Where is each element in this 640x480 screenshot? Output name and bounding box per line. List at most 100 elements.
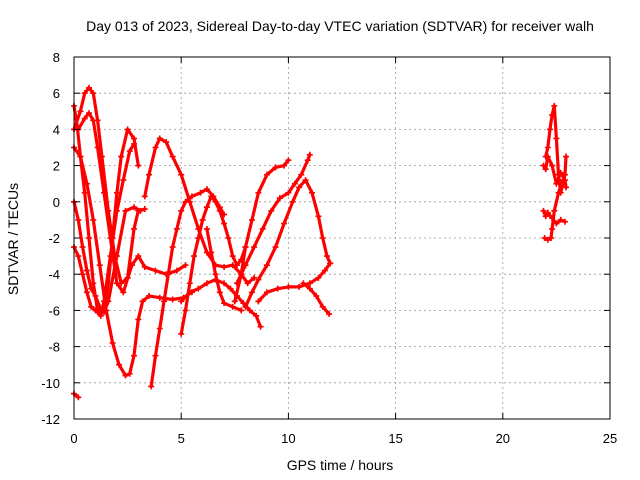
data-point [197,189,204,196]
data-point [118,153,125,160]
data-point [88,303,95,310]
data-point [94,144,101,151]
data-point [321,267,328,274]
data-point [103,307,110,314]
data-point [88,285,95,292]
data-point [75,253,82,260]
data-point [285,157,292,164]
data-point [81,189,88,196]
data-point [191,253,198,260]
y-axis-label: SDTVAR / TECUs [5,183,21,295]
data-point [248,216,255,223]
data-point [242,303,249,310]
data-point [308,189,315,196]
data-point [152,267,159,274]
data-point [221,300,228,307]
data-point [546,126,553,133]
y-tick-label: 2 [53,159,60,174]
data-point [146,171,153,178]
data-point [126,148,133,155]
data-point [549,111,556,118]
data-point [561,218,568,225]
data-point [131,135,138,142]
data-point [203,204,210,211]
data-point [156,325,163,332]
data-point [544,144,551,151]
data-point [231,298,238,305]
x-tick-label: 20 [496,431,510,446]
y-tick-label: -12 [41,412,60,427]
data-point [137,207,144,214]
data-point [203,225,210,232]
data-point [549,225,556,232]
data-point [90,90,97,97]
data-point [135,162,142,169]
data-point [551,207,558,214]
data-point [212,271,219,278]
data-point [225,235,232,241]
data-point [96,303,103,310]
data-point [296,184,303,191]
data-point [169,153,176,160]
data-point [244,280,251,287]
data-point [285,283,292,290]
data-point [124,126,131,133]
plot-area [71,84,570,401]
data-point [557,216,564,223]
x-tick-label: 10 [281,431,295,446]
data-point [90,117,97,124]
data-point [549,162,556,169]
data-point [221,220,228,227]
data-point [122,207,129,214]
data-point [248,289,255,296]
data-point [233,262,240,269]
data-point [255,189,262,196]
data-point [553,220,560,227]
data-point [263,171,270,178]
data-point [135,253,142,260]
data-point [306,285,313,292]
plot-frame [73,56,611,420]
data-point [156,294,163,301]
data-point [126,370,133,377]
y-tick-label: 0 [53,195,60,210]
data-point [302,177,309,184]
axes: 0 5 10 15 20 25 -12 -10 -8 -6 -4 -2 0 2 4 6 8 [41,50,617,446]
data-point [120,289,127,296]
data-point [169,296,176,303]
data-point [128,262,135,269]
data-point [540,162,547,169]
data-point [75,394,82,401]
data-point [109,339,116,346]
data-point [178,171,185,178]
data-point [555,189,562,196]
data-point [186,280,193,287]
x-tick-label: 5 [178,431,185,446]
data-point [182,198,189,205]
data-point [178,207,185,214]
data-point [229,303,236,310]
data-point [83,267,90,274]
data-point [553,135,560,142]
data-point [315,213,322,220]
data-point [199,216,206,223]
data-point [551,102,558,109]
data-point [541,235,548,241]
data-point [169,244,176,251]
y-tick-label: -4 [48,267,60,282]
data-point [182,262,189,269]
data-point [326,311,333,318]
data-point [221,280,228,287]
data-point [86,110,93,117]
data-point [135,316,142,323]
data-point [92,292,99,299]
data-point [173,267,180,274]
data-point [113,189,120,196]
series-track-7 [143,136,256,285]
data-point [141,263,148,270]
chart-title: Day 013 of 2023, Sidereal Day-to-day VTE… [86,18,594,34]
data-point [163,139,170,146]
data-point [92,307,99,314]
data-point [557,169,564,176]
